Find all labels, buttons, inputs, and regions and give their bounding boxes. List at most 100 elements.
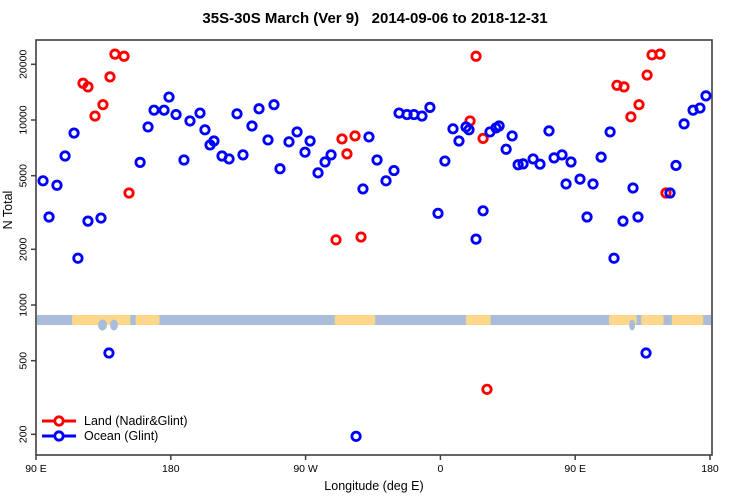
map-band-land-segment (465, 315, 491, 325)
x-axis-label: Longitude (deg E) (324, 479, 424, 493)
ocean-point (299, 146, 311, 158)
ocean-point (142, 121, 154, 133)
ocean-point (640, 347, 652, 359)
land-point (118, 50, 130, 62)
ocean-point (560, 178, 572, 190)
x-tick-label: 90 E (25, 463, 47, 475)
ocean-point (68, 127, 80, 139)
land-point (470, 50, 482, 62)
y-axis-label: N Total (1, 191, 15, 230)
ocean-point (565, 156, 577, 168)
ocean-point (253, 103, 265, 115)
ocean-point (163, 91, 175, 103)
ocean-point (319, 156, 331, 168)
ocean-point (134, 156, 146, 168)
ocean-point (574, 173, 586, 185)
ocean-point (223, 153, 235, 165)
ocean-point (694, 102, 706, 114)
ocean-point (664, 187, 676, 199)
ocean-point (283, 136, 295, 148)
land-point (104, 71, 116, 83)
ocean-point (608, 252, 620, 264)
ocean-point (148, 104, 160, 116)
ocean-point (604, 126, 616, 138)
legend-marker (53, 430, 65, 442)
x-tick-label: 90 W (293, 463, 318, 475)
ocean-point (556, 149, 568, 161)
ocean-point (670, 159, 682, 172)
ocean-point (581, 211, 593, 223)
land-point (82, 81, 94, 93)
map-band-land-segment (135, 315, 160, 325)
ocean-point (380, 175, 392, 187)
land-point (109, 48, 121, 60)
land-point (477, 132, 489, 145)
ocean-point (447, 123, 459, 135)
ocean-point (194, 107, 206, 119)
x-tick-label: 180 (701, 463, 719, 475)
land-point (633, 99, 645, 111)
land-point (641, 69, 653, 81)
ocean-point (237, 149, 249, 161)
ocean-point (543, 125, 555, 137)
map-band-coast-notch (98, 319, 107, 331)
x-tick-label: 0 (437, 463, 443, 475)
legend-label: Ocean (Glint) (84, 429, 158, 443)
ocean-point (500, 143, 512, 155)
ocean-point (274, 163, 286, 175)
y-tick-label: 200 (18, 425, 30, 443)
y-tick-label: 500 (18, 352, 30, 370)
ocean-point (527, 153, 539, 165)
ocean-point (95, 212, 107, 224)
ocean-point (388, 164, 400, 177)
ocean-point (493, 120, 505, 132)
ocean-point (178, 154, 190, 166)
legend-marker (53, 415, 65, 427)
ocean-point (678, 118, 690, 130)
ocean-point (432, 207, 444, 219)
ocean-point (595, 151, 607, 163)
land-point (330, 234, 342, 246)
y-tick-label: 2000 (18, 237, 30, 261)
ocean-point (424, 101, 436, 113)
chart-title: 35S-30S March (Ver 9) 2014-09-06 to 2018… (202, 10, 548, 27)
ocean-point (357, 183, 369, 195)
land-point (625, 111, 637, 123)
plot-box (35, 39, 713, 456)
land-point (355, 231, 367, 243)
y-tick-label: 10000 (18, 105, 30, 134)
ocean-point (312, 167, 324, 179)
y-tick-label: 20000 (18, 50, 30, 79)
ocean-point (617, 215, 629, 227)
map-band-land-segment (641, 315, 664, 325)
ocean-point (470, 233, 482, 245)
ocean-point (371, 154, 383, 166)
ocean-point (512, 159, 524, 171)
ocean-point (453, 135, 465, 147)
ocean-point (82, 215, 94, 227)
land-point (97, 99, 109, 111)
ocean-point (37, 175, 49, 187)
ocean-point (262, 134, 274, 146)
ocean-point (587, 178, 599, 190)
ocean-point (170, 108, 182, 121)
land-point (123, 187, 135, 199)
land-point (481, 383, 493, 395)
land-point (654, 48, 666, 60)
ocean-point (534, 158, 546, 170)
ocean-point (627, 182, 639, 194)
map-band-coast-notch (109, 319, 118, 331)
land-point (618, 81, 630, 93)
ocean-point (517, 158, 529, 170)
ocean-point (103, 347, 115, 359)
ocean-point (506, 130, 518, 142)
x-tick-label: 90 E (564, 463, 586, 475)
ocean-point (72, 252, 84, 264)
ocean-point (59, 150, 71, 162)
ocean-point (231, 108, 243, 120)
land-point (660, 187, 672, 199)
ocean-point (43, 211, 55, 223)
land-point (349, 130, 361, 142)
